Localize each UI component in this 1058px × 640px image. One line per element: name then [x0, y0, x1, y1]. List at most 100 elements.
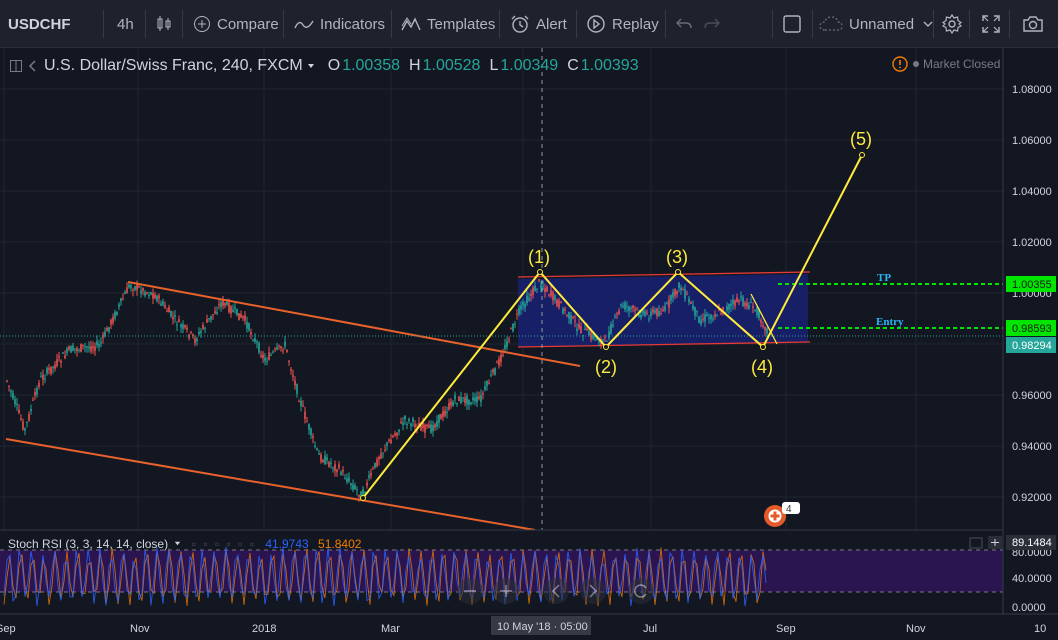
osc-axis-label-0: 0.0000	[1012, 602, 1046, 614]
candle-body	[80, 343, 82, 352]
tp-label: TP	[877, 272, 891, 284]
candle-body	[640, 314, 642, 319]
candle-body	[208, 318, 210, 320]
candle-body	[522, 301, 524, 306]
candle-body	[132, 290, 134, 292]
candle-body	[254, 338, 256, 342]
candle-body	[456, 403, 458, 405]
templates-label: Templates	[427, 15, 496, 33]
candle-body	[330, 463, 332, 464]
candle-body	[450, 401, 452, 406]
candle-body	[464, 397, 466, 403]
candle-body	[58, 356, 60, 358]
symbol-search[interactable]: USDCHF	[8, 15, 71, 33]
camera-icon	[1023, 16, 1043, 32]
candle-body	[732, 300, 734, 304]
chart-style-button[interactable]	[155, 0, 179, 48]
candle-body	[262, 354, 264, 359]
time-label: Mar	[381, 623, 400, 635]
templates-button[interactable]: Templates	[401, 0, 495, 48]
candle-body	[296, 384, 298, 394]
candle-body	[710, 314, 712, 320]
economic-event-badge[interactable]: 4	[764, 502, 800, 527]
candle-body	[182, 324, 184, 329]
candle-body	[686, 293, 688, 295]
zoom-out-button[interactable]	[457, 578, 483, 604]
market-status: Market Closed	[892, 56, 1000, 72]
toolbar-divider	[391, 10, 392, 38]
candle-body	[224, 302, 226, 306]
candle-body	[110, 319, 112, 325]
reset-chart-button[interactable]	[628, 578, 654, 604]
candle-body	[128, 284, 130, 288]
candle-body	[678, 282, 680, 288]
candle-body	[694, 306, 696, 316]
candle-body	[470, 402, 472, 405]
candle-body	[240, 314, 242, 318]
channel-upper-line	[127, 281, 581, 367]
scroll-right-button[interactable]	[580, 578, 606, 604]
interval-select[interactable]: 4h	[117, 15, 134, 33]
hide-legend-button[interactable]	[28, 60, 38, 72]
event-badge-count: 4	[786, 504, 792, 515]
candle-body	[398, 429, 400, 432]
candle-body	[458, 396, 460, 401]
candle-body	[656, 308, 658, 316]
pane-maximize-button[interactable]	[969, 537, 983, 549]
snapshot-button[interactable]	[1022, 0, 1050, 48]
candle-body	[394, 433, 396, 436]
candle-body	[106, 328, 108, 332]
candle-body	[250, 332, 252, 335]
candle-body	[302, 405, 304, 407]
oscillator-toolbar-icons[interactable]: ▫ ▫ ▫ ▫ ▫ ▫	[191, 537, 256, 551]
add-pane-button[interactable]	[988, 536, 1002, 549]
candle-body	[206, 319, 208, 323]
time-label: Sep	[0, 623, 16, 635]
undo-button[interactable]	[676, 0, 698, 48]
candle-body	[52, 366, 54, 368]
scroll-left-button[interactable]	[543, 578, 569, 604]
candle-body	[646, 312, 648, 314]
time-label: Sep	[776, 623, 796, 635]
candle-body	[546, 286, 548, 292]
layout-select[interactable]: Unnamed	[819, 0, 940, 48]
oscillator-title[interactable]: Stoch RSI (3, 3, 14, 14, close)	[8, 537, 169, 551]
redo-button[interactable]	[704, 0, 726, 48]
candle-body	[674, 288, 676, 296]
candle-body	[560, 301, 562, 304]
candle-body	[648, 318, 650, 320]
candle-body	[616, 313, 618, 315]
collapse-legend-button[interactable]	[10, 60, 22, 72]
candle-body	[82, 344, 84, 346]
symbol-full-name[interactable]: U.S. Dollar/Swiss Franc, 240, FXCM	[44, 57, 303, 74]
oscillator-axis-labels: 80.0000 40.0000 0.0000	[1012, 547, 1052, 614]
candle-body	[730, 303, 732, 306]
settings-button[interactable]	[942, 0, 968, 48]
candle-body	[266, 361, 268, 362]
candle-body	[56, 359, 58, 366]
candle-body	[358, 494, 360, 497]
replay-button[interactable]: Replay	[586, 0, 659, 48]
candle-body	[644, 311, 646, 316]
compare-button[interactable]: Compare	[193, 0, 279, 48]
candle-body	[16, 403, 18, 405]
zoom-in-button[interactable]	[493, 578, 519, 604]
alert-button[interactable]: Alert	[510, 0, 567, 48]
expand-button[interactable]	[981, 0, 1007, 48]
candle-body	[706, 314, 708, 317]
candle-body	[202, 324, 204, 329]
candle-body	[614, 315, 616, 317]
candle-body	[500, 354, 502, 362]
stoch-d-line	[3, 547, 767, 607]
candle-body	[334, 464, 336, 471]
candle-body	[22, 421, 24, 430]
stoch-k-line	[3, 546, 767, 607]
toolbar-divider	[1009, 10, 1010, 38]
fullscreen-toggle[interactable]	[782, 0, 808, 48]
candle-body	[176, 324, 178, 326]
candle-body	[696, 310, 698, 313]
candle-body	[270, 354, 272, 356]
wave-point	[537, 269, 543, 275]
indicators-button[interactable]: Indicators	[294, 0, 385, 48]
